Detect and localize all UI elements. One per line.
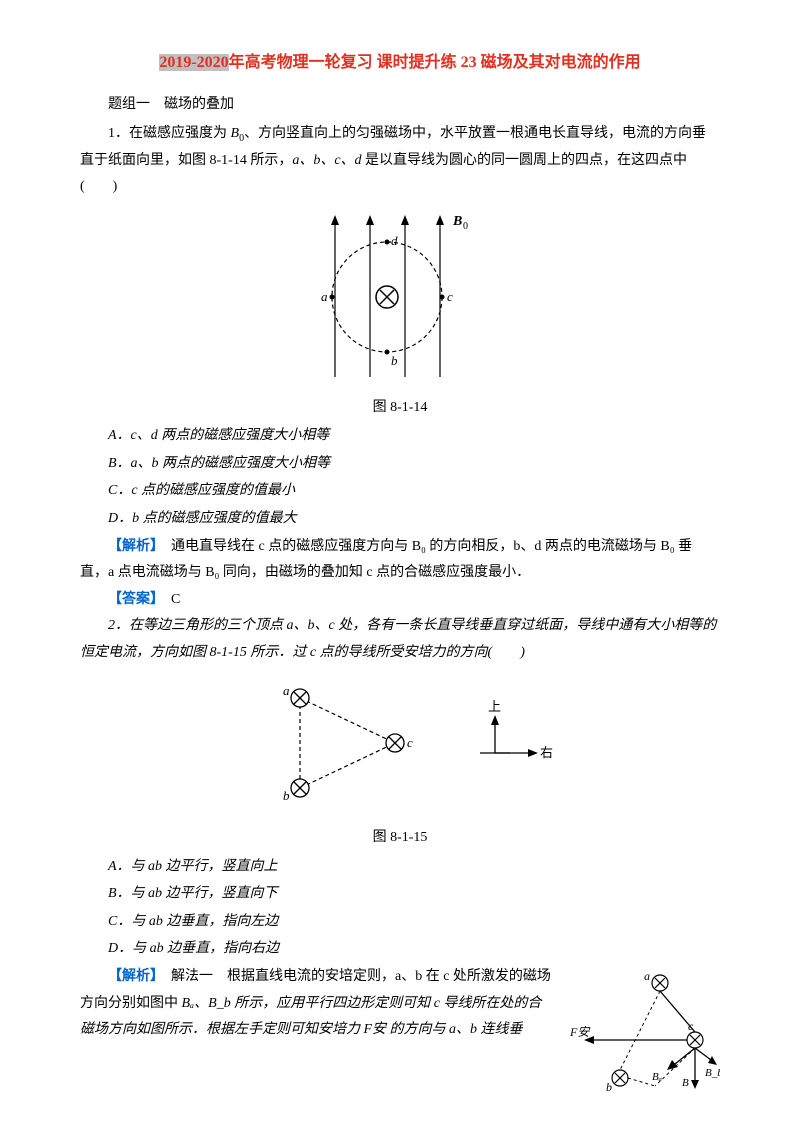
figure-analysis: a b c B_b Bₐ B F安 <box>560 968 720 1109</box>
analysis-label-2: 【解析】 <box>108 969 157 984</box>
q1-analysis: 【解析】 通电直导线在 c 点的磁感应强度方向与 B₀ 的方向相反，b、d 两点… <box>80 534 720 587</box>
q1-option-c: C．c 点的磁感应强度的值最小 <box>80 478 720 505</box>
q2-option-b: B．与 ab 边平行，竖直向下 <box>80 881 720 908</box>
title-rest: 年高考物理一轮复习 课时提升练 23 磁场及其对电流的作用 <box>229 54 641 71</box>
section-heading: 题组一 磁场的叠加 <box>80 92 720 119</box>
svg-text:F安: F安 <box>569 1025 591 1039</box>
svg-text:b: b <box>283 788 290 803</box>
svg-text:a: a <box>644 969 650 983</box>
figure-8-1-15-caption: 图 8-1-15 <box>80 825 720 852</box>
q1-option-a: A．c、d 两点的磁感应强度大小相等 <box>80 423 720 450</box>
q1-optC-text: C．c 点的磁感应强度的值最小 <box>108 483 295 498</box>
svg-text:a: a <box>321 289 328 304</box>
svg-text:c: c <box>688 1019 694 1033</box>
svg-text:Bₐ: Bₐ <box>652 1071 662 1083</box>
svg-text:B_b: B_b <box>705 1067 720 1079</box>
svg-text:B: B <box>452 214 462 229</box>
q1-option-d: D．b 点的磁感应强度的值最大 <box>80 506 720 533</box>
analysis-label: 【解析】 <box>108 539 157 554</box>
q2-option-a: A．与 ab 边平行，竖直向上 <box>80 854 720 881</box>
svg-text:b: b <box>391 353 398 368</box>
q1-optA-text: A．c、d 两点的磁感应强度大小相等 <box>108 428 329 443</box>
compass-up-label: 上 <box>488 699 501 714</box>
figure-8-1-14: a c d b B 0 <box>80 207 720 393</box>
svg-text:B: B <box>682 1077 689 1089</box>
figure-8-1-15: a b c 上 右 <box>80 673 720 824</box>
q1-optB-text: B．a、b 两点的磁感应强度大小相等 <box>108 456 330 471</box>
q1-b0: B <box>231 126 240 141</box>
q2-option-c: C．与 ab 边垂直，指向左边 <box>80 909 720 936</box>
q2-analysis-block: a b c B_b Bₐ B F安 <box>80 964 720 1109</box>
q1-answer-text: C <box>157 592 180 607</box>
q1-answer: 【答案】 C <box>80 587 720 614</box>
svg-text:0: 0 <box>463 221 468 232</box>
svg-text:a: a <box>283 683 290 698</box>
svg-text:d: d <box>391 233 398 248</box>
compass-right-label: 右 <box>540 745 553 760</box>
q1-text-a: 1．在磁感应强度为 <box>108 126 231 141</box>
q2-option-d: D．与 ab 边垂直，指向右边 <box>80 936 720 963</box>
figure-8-1-14-caption: 图 8-1-14 <box>80 395 720 422</box>
q1-stem: 1．在磁感应强度为 B0、方向竖直向上的匀强磁场中，水平放置一根通电长直导线，电… <box>80 121 720 201</box>
title-highlight: 2019-2020 <box>159 54 228 71</box>
answer-label: 【答案】 <box>108 592 157 607</box>
q1-abcd: a、b、c、d <box>292 153 365 168</box>
page-title: 2019-2020年高考物理一轮复习 课时提升练 23 磁场及其对电流的作用 <box>80 48 720 78</box>
svg-text:b: b <box>606 1080 612 1094</box>
q1-analysis-text: 通电直导线在 c 点的磁感应强度方向与 B₀ 的方向相反，b、d 两点的电流磁场… <box>80 539 692 581</box>
q2-stem-text: 2．在等边三角形的三个顶点 a、b、c 处，各有一条长直导线垂直穿过纸面，导线中… <box>80 618 716 660</box>
q1-option-b: B．a、b 两点的磁感应强度大小相等 <box>80 451 720 478</box>
q2-optD-text: D．与 ab 边垂直，指向右边 <box>108 941 279 956</box>
q2-optC-text: C．与 ab 边垂直，指向左边 <box>108 914 278 929</box>
q2-optB-text: B．与 ab 边平行，竖直向下 <box>108 886 278 901</box>
q1-optD-text: D．b 点的磁感应强度的值最大 <box>108 511 297 526</box>
q2-optA-text: A．与 ab 边平行，竖直向上 <box>108 859 278 874</box>
svg-text:c: c <box>447 289 453 304</box>
q2-stem: 2．在等边三角形的三个顶点 a、b、c 处，各有一条长直导线垂直穿过纸面，导线中… <box>80 613 720 666</box>
svg-text:c: c <box>407 735 413 750</box>
